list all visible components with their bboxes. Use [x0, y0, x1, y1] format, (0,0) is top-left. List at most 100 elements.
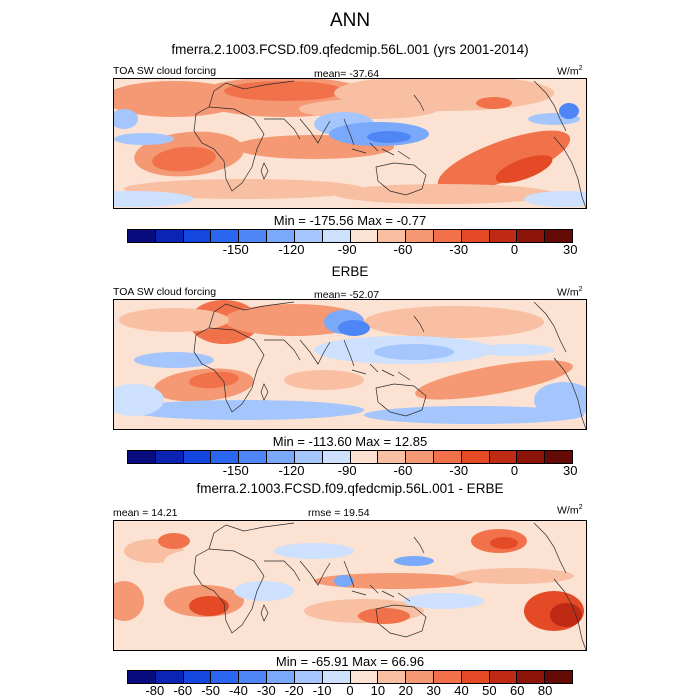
colorbar-swatch [128, 230, 156, 242]
panel-1-colorbar [127, 229, 573, 243]
colorbar-swatch [350, 451, 379, 463]
panel-3-colorbar [127, 670, 573, 684]
panel-2-map-coastline [553, 357, 586, 429]
panel-3-map-field-region [358, 608, 410, 624]
colorbar-swatch [378, 230, 407, 242]
colorbar-tick-label: 30 [426, 683, 441, 698]
panel-2-map-field-region [134, 352, 214, 368]
panel-3-map-field-region [314, 573, 474, 589]
panel-2-map-field-region [364, 406, 584, 424]
panel-2-map-field-region [284, 370, 364, 390]
panel-1-map-field-region [334, 184, 554, 204]
panel-3-map-coastline [375, 604, 427, 638]
panel-2-variable-label: TOA SW cloud forcing [113, 286, 217, 298]
panel-3-title: fmerra.2.1003.FCSD.f09.qfedcmip.56L.001 … [196, 481, 504, 496]
colorbar-swatch [461, 671, 490, 683]
panel-2-map-field-region [189, 371, 239, 389]
colorbar-swatch [183, 671, 212, 683]
panel-1-map-field-region [559, 103, 579, 119]
colorbar-swatch [294, 451, 323, 463]
panel-1-map-field-region [114, 109, 138, 129]
colorbar-swatch [433, 451, 462, 463]
panel-2-map-coastline [193, 327, 265, 413]
colorbar-tick-label: 50 [482, 683, 497, 698]
colorbar-tick-label: -120 [278, 242, 305, 257]
panel-3-map-field-region [158, 533, 190, 549]
colorbar-tick-label: -20 [284, 683, 304, 698]
panel-1-map-field-region [114, 191, 194, 207]
colorbar-tick-label: 10 [370, 683, 386, 698]
panel-2-map-field-region [474, 344, 554, 356]
panel-1-title: fmerra.2.1003.FCSD.f09.qfedcmip.56L.001 … [171, 42, 529, 57]
panel-3-map-coastline [299, 560, 331, 586]
colorbar-swatch [517, 671, 546, 683]
colorbar-tick-label: 60 [510, 683, 525, 698]
colorbar-swatch [517, 230, 546, 242]
panel-2-map-field-region [338, 320, 370, 336]
colorbar-swatch [211, 451, 240, 463]
colorbar-swatch [128, 451, 156, 463]
panel-1-map-field-region [124, 179, 364, 199]
panel-1-variable-label: TOA SW cloud forcing [113, 65, 217, 77]
panel-1-map [113, 78, 587, 209]
colorbar-tick-label: -150 [222, 242, 249, 257]
panel-1-map-field-region [476, 97, 512, 109]
panel-3-map-coastline [343, 560, 411, 602]
colorbar-swatch [322, 671, 351, 683]
colorbar-swatch [461, 451, 490, 463]
panel-3-map-coastline [208, 522, 301, 582]
colorbar-swatch [433, 230, 462, 242]
colorbar-tick-label: 0 [510, 242, 519, 257]
colorbar-swatch [350, 671, 379, 683]
colorbar-tick-label: -10 [312, 683, 332, 698]
colorbar-swatch [267, 230, 295, 242]
colorbar-tick-label: 40 [454, 683, 469, 698]
panel-3-map-field-region [114, 581, 144, 621]
panel-2-map-coastline [413, 315, 425, 333]
panel-3-rmse-label: rmse = 19.54 [308, 507, 370, 519]
panel-3-map-coastline [533, 522, 567, 574]
colorbar-swatch [239, 451, 268, 463]
colorbar-swatch [433, 671, 462, 683]
colorbar-swatch [155, 671, 184, 683]
colorbar-swatch [267, 451, 295, 463]
colorbar-swatch [545, 451, 572, 463]
panel-1-map-field-region [367, 131, 411, 143]
colorbar-swatch [545, 671, 572, 683]
panel-3-units-label: W/m2 [557, 504, 583, 517]
panel-2-map [113, 299, 587, 430]
colorbar-swatch [461, 230, 490, 242]
colorbar-swatch [239, 230, 268, 242]
colorbar-swatch [322, 230, 351, 242]
panel-2-map-field-region [374, 344, 454, 360]
panel-3-map-field-region [404, 593, 484, 609]
panel-2-map-field-region [124, 400, 364, 420]
panel-2-map-field-region [114, 384, 164, 416]
panel-1-map-field-region [495, 155, 553, 183]
panel-3-map-field-region [394, 556, 434, 566]
panel-3-map-field-region [164, 547, 284, 575]
panel-2-map-coastline [533, 301, 567, 353]
panel-3-map-field-region [490, 537, 518, 549]
panel-3-map-coastline [193, 548, 265, 634]
panel-1-minmax: Min = -175.56 Max = -0.77 [273, 213, 427, 228]
panel-2-map-coastline [299, 339, 331, 365]
colorbar-swatch [517, 451, 546, 463]
panel-2-map-field-region [415, 360, 573, 400]
panel-3-minmax: Min = -65.91 Max = 66.96 [275, 654, 425, 669]
colorbar-swatch [489, 230, 518, 242]
colorbar-tick-label: -80 [145, 683, 165, 698]
panel-3-map-coastline [553, 578, 586, 650]
panel-2-map-coastline [208, 301, 301, 361]
panel-3-map-field-region [454, 568, 574, 584]
colorbar-swatch [406, 671, 434, 683]
panel-1-map-coastline [260, 162, 269, 180]
colorbar-swatch [155, 230, 184, 242]
colorbar-tick-label: -60 [393, 463, 413, 478]
figure-title: ANN [329, 10, 371, 31]
colorbar-swatch [211, 230, 240, 242]
colorbar-tick-label: 30 [562, 242, 578, 257]
panel-2-map-coastline [343, 339, 411, 381]
colorbar-tick-label: -50 [201, 683, 221, 698]
colorbar-tick-label: 80 [537, 683, 553, 698]
